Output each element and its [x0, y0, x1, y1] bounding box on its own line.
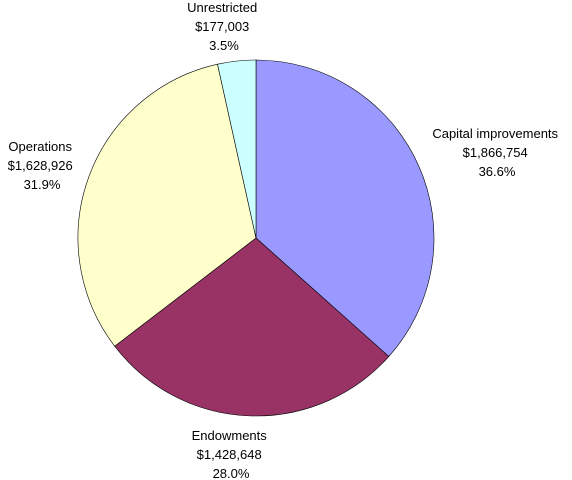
label-endowments: Endowments $1,428,648 28.0% [192, 428, 271, 480]
pie-slice-capital-improvements [255, 59, 435, 357]
pie-slice-endowments [114, 237, 390, 417]
pie-slice-operations [77, 63, 257, 347]
label-capital-improvements: Capital improvements $1,866,754 36.6% [432, 126, 561, 179]
label-unrestricted: Unrestricted $177,003 3.5% [187, 0, 261, 53]
label-operations: Operations $1,628,926 31.9% [8, 139, 77, 192]
pie-labels: Capital improvements $1,866,754 36.6% En… [8, 0, 561, 480]
pie-slices [77, 59, 435, 417]
pie-slice-unrestricted [217, 59, 257, 239]
